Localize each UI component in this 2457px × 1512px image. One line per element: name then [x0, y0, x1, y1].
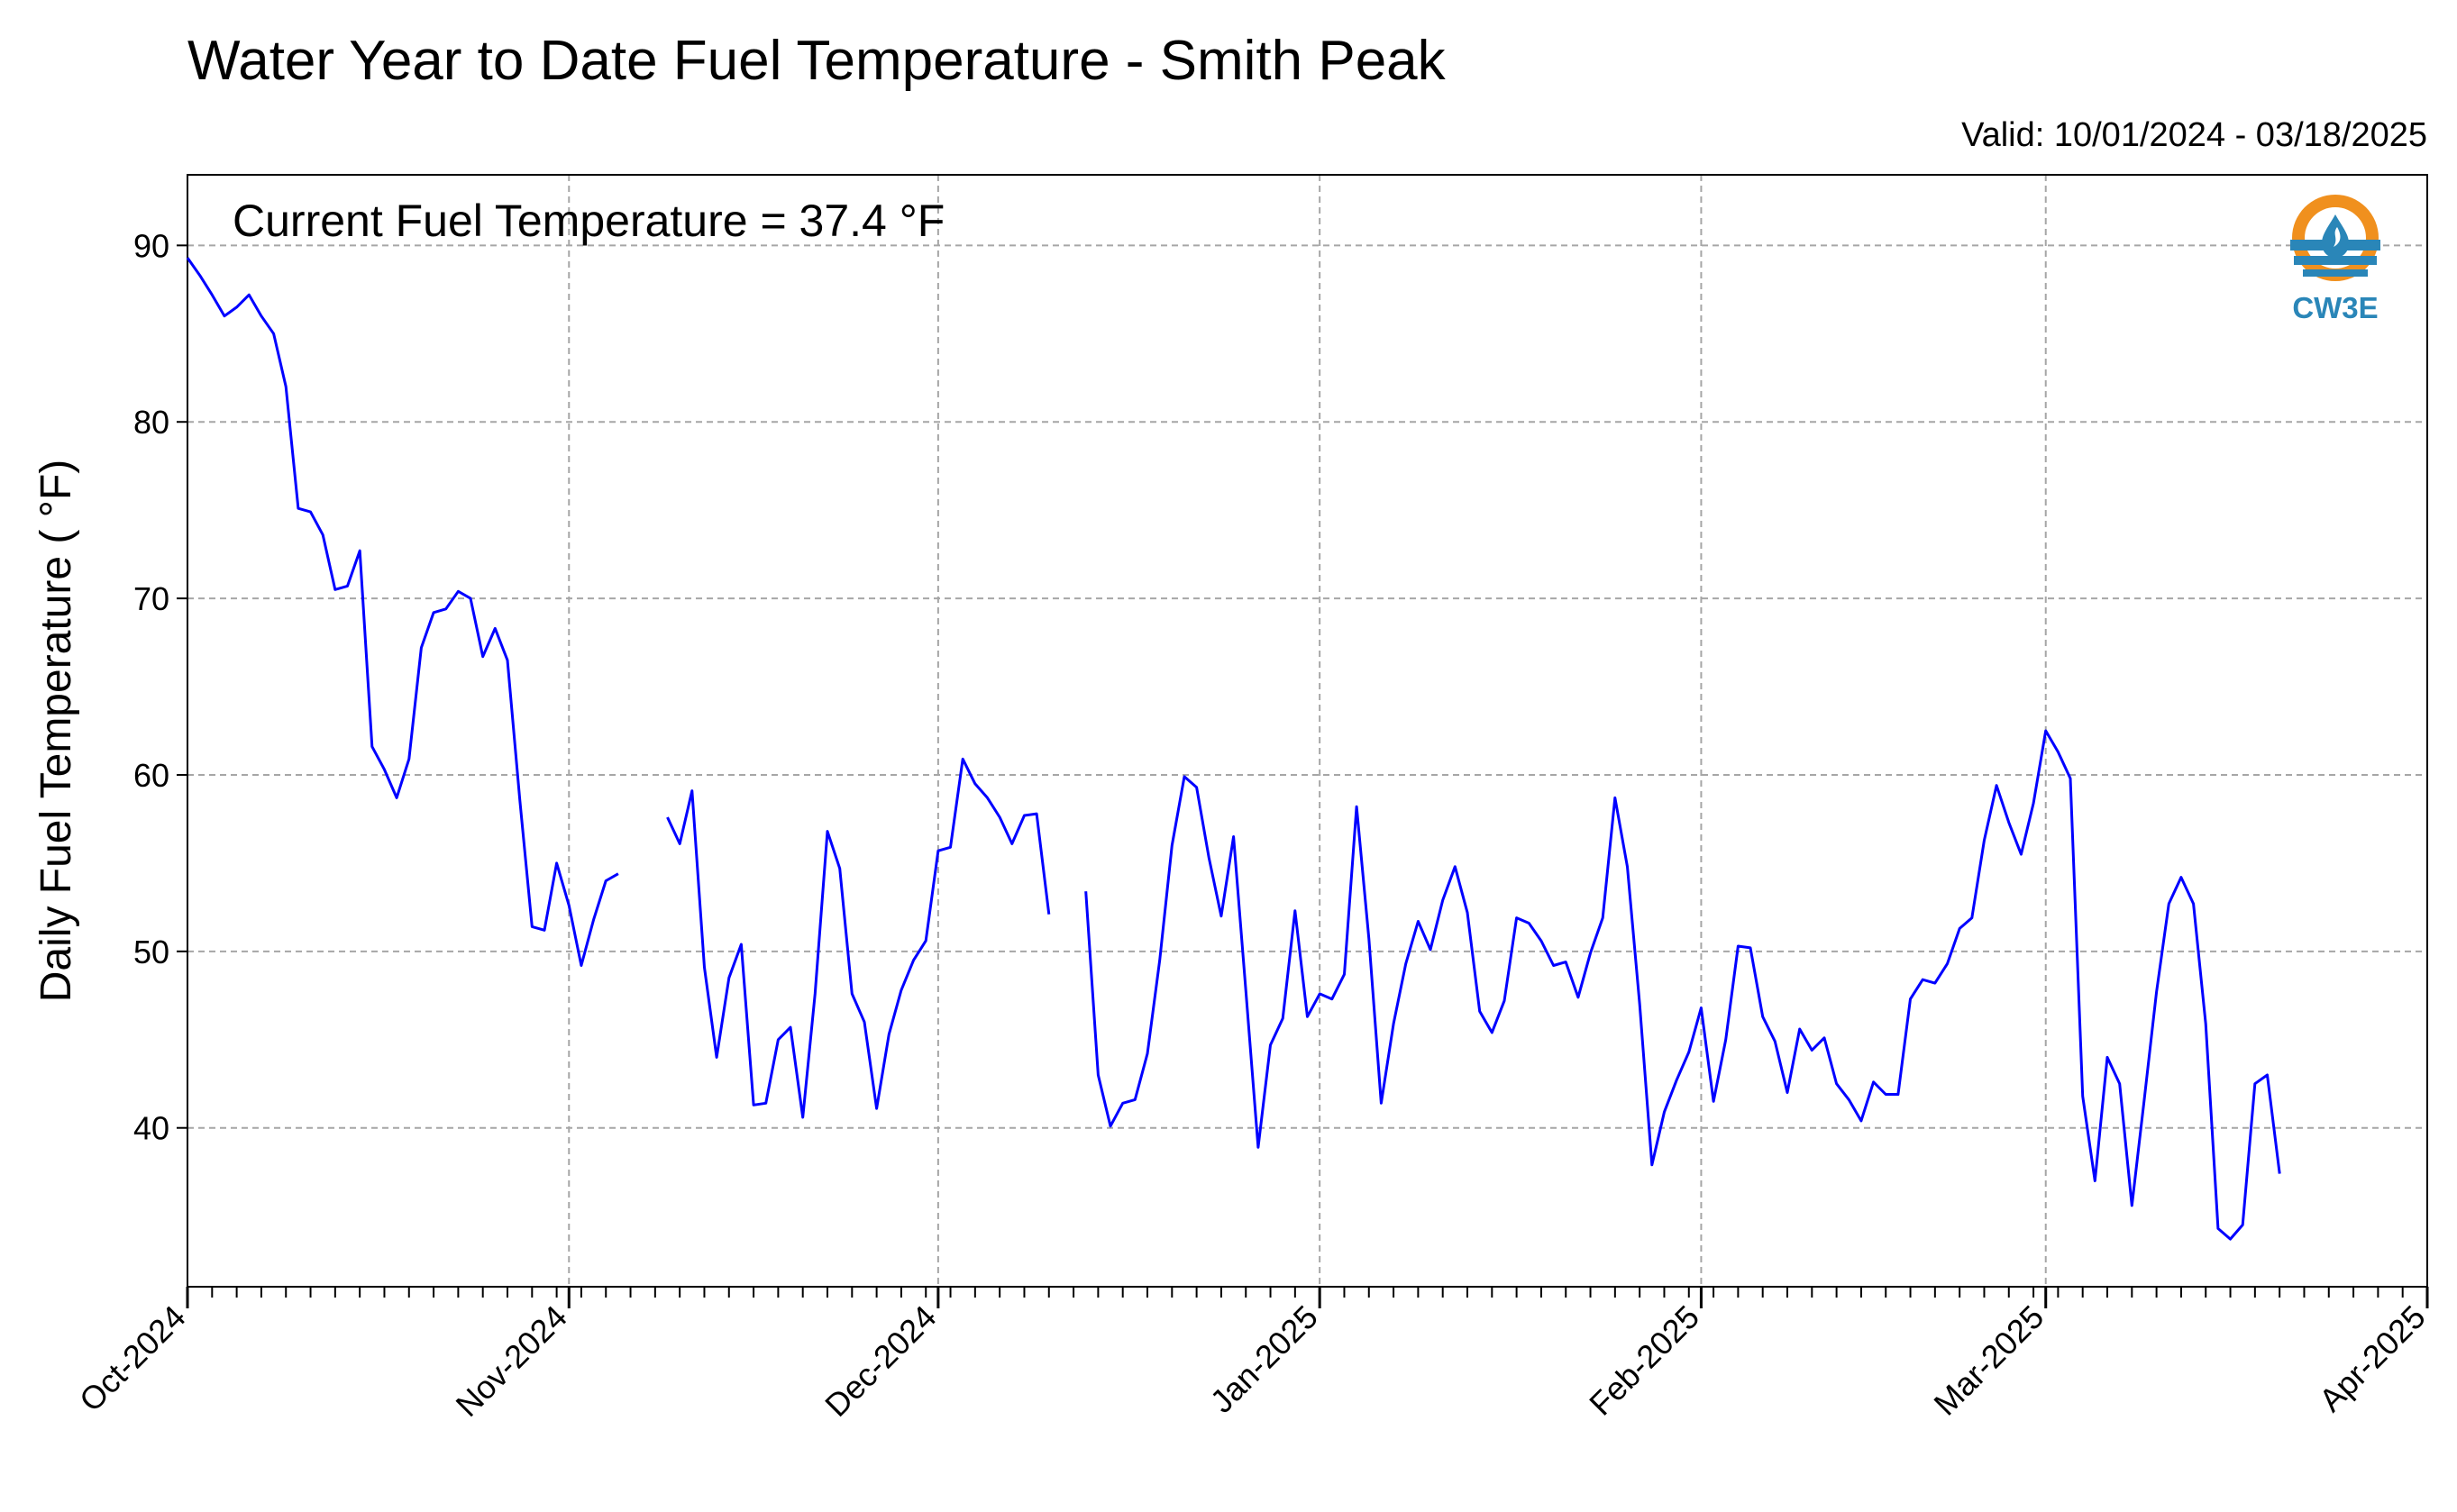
- current-temperature-annotation: Current Fuel Temperature = 37.4 °F: [233, 196, 945, 246]
- valid-range: Valid: 10/01/2024 - 03/18/2025: [1961, 116, 2427, 154]
- plot-frame: [187, 174, 2428, 1288]
- cw3e-logo: CW3E: [2290, 195, 2380, 324]
- x-tick-label: Apr-2025: [2312, 1298, 2433, 1419]
- x-tick-label: Jan-2025: [1203, 1298, 1325, 1420]
- y-tick-label: 40: [133, 1110, 169, 1147]
- x-tick-label: Feb-2025: [1582, 1298, 1706, 1423]
- y-tick-label: 70: [133, 580, 169, 617]
- y-tick-label: 60: [133, 757, 169, 794]
- x-tick-label: Mar-2025: [1926, 1298, 2051, 1423]
- chart-title: Water Year to Date Fuel Temperature - Sm…: [187, 30, 1447, 92]
- y-tick-label: 80: [133, 404, 169, 441]
- x-tick-label: Nov-2024: [449, 1298, 574, 1424]
- y-tick-label: 50: [133, 934, 169, 970]
- logo-wave-band-icon: [2303, 269, 2368, 277]
- x-tick-label: Dec-2024: [817, 1298, 943, 1424]
- grid-lines: [187, 175, 2427, 1287]
- series-lines: [186, 257, 2281, 1241]
- logo-wave-band-icon: [2294, 256, 2377, 265]
- y-tick-label: 90: [133, 227, 169, 264]
- logo-flame-icon: [2334, 227, 2341, 247]
- y-axis-ticks: 40 50 60 70 80 90: [133, 227, 187, 1147]
- x-tick-label: Oct-2024: [72, 1298, 193, 1419]
- logo-text: CW3E: [2292, 291, 2378, 324]
- series-line-segment: [666, 757, 1051, 1119]
- series-line-segment: [186, 257, 619, 967]
- series-line-segment: [1084, 729, 2281, 1241]
- x-minor-ticks: [187, 1287, 2428, 1298]
- x-axis-ticks: Oct-2024 Nov-2024 Dec-2024 Jan-2025 Feb-2025…: [72, 1287, 2433, 1424]
- y-axis-label: Daily Fuel Temperature ( °F): [32, 460, 80, 1002]
